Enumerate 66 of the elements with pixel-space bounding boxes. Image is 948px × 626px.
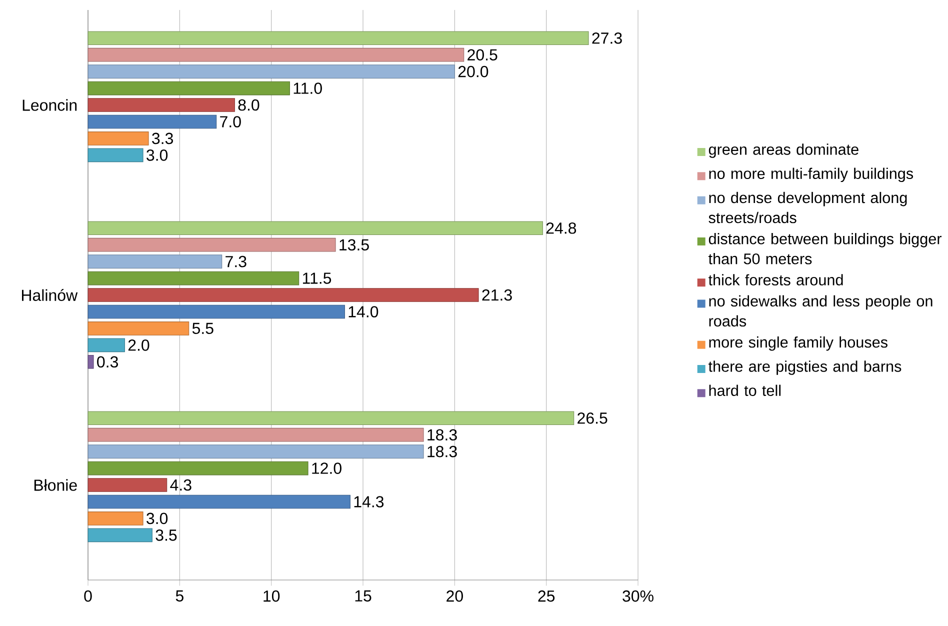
bar xyxy=(88,478,168,492)
legend-label: hard to tell xyxy=(709,384,781,396)
data-label: 8.0 xyxy=(238,99,260,111)
legend-label: there are pigsties and barns xyxy=(708,360,902,375)
bar xyxy=(88,98,235,112)
data-label: 11.5 xyxy=(302,272,332,284)
bar xyxy=(88,322,190,336)
data-label: 27.3 xyxy=(592,32,622,44)
bar xyxy=(88,64,455,78)
data-label: 14.0 xyxy=(348,306,378,318)
legend-label: green areas dominate xyxy=(708,144,858,158)
data-label: 11.0 xyxy=(294,82,322,94)
legend-label: no more multi-family buildings xyxy=(709,168,914,182)
data-label: 26.5 xyxy=(578,412,608,424)
bar xyxy=(88,411,574,426)
bar xyxy=(88,288,479,302)
data-label: 14.3 xyxy=(354,496,384,508)
x-tick-label: 30% xyxy=(622,590,654,602)
bar xyxy=(88,81,290,96)
data-label: 0.3 xyxy=(97,356,118,368)
data-label: 3.5 xyxy=(156,530,177,541)
data-label: 18.3 xyxy=(428,446,457,458)
bar xyxy=(88,132,149,146)
bar xyxy=(88,428,424,442)
x-tick-label: 20 xyxy=(446,590,463,602)
x-tick-label: 5 xyxy=(176,590,184,602)
data-label: 20.0 xyxy=(458,66,488,78)
bar xyxy=(88,254,222,268)
legend-label: thick forests around xyxy=(708,274,843,286)
data-label: 20.5 xyxy=(468,49,498,61)
bar xyxy=(88,48,464,62)
data-label: 24.8 xyxy=(546,222,576,234)
y-tick-label: Błonie xyxy=(34,479,77,491)
data-label: 3.3 xyxy=(152,132,173,144)
data-label: 5.5 xyxy=(192,322,214,334)
bar xyxy=(88,221,543,236)
data-label: 2.0 xyxy=(128,340,150,351)
bar xyxy=(88,238,336,252)
bar xyxy=(88,114,217,129)
bar xyxy=(88,304,345,319)
x-tick-label: 15 xyxy=(355,590,372,602)
data-label: 4.3 xyxy=(170,479,192,491)
data-label: 12.0 xyxy=(312,462,342,474)
data-label: 7.0 xyxy=(220,116,241,128)
bar xyxy=(88,338,125,352)
bar xyxy=(88,31,589,46)
bar xyxy=(88,528,152,542)
bar xyxy=(88,354,94,369)
x-tick-label: 0 xyxy=(84,590,92,602)
data-label: 18.3 xyxy=(428,429,457,440)
data-label: 13.5 xyxy=(340,239,369,251)
bar xyxy=(88,148,144,162)
bar xyxy=(88,494,350,509)
x-tick-label: 10 xyxy=(264,590,280,602)
data-label: 3.0 xyxy=(146,512,168,524)
bar xyxy=(88,444,424,458)
legend-label: more single family houses xyxy=(709,336,888,351)
bar xyxy=(88,512,144,526)
data-label: 7.3 xyxy=(226,256,246,268)
y-tick-label: Leoncin xyxy=(22,99,77,111)
data-label: 3.0 xyxy=(146,150,168,161)
data-label: 21.3 xyxy=(482,289,512,301)
bar xyxy=(88,461,308,476)
y-tick-label: Halinów xyxy=(22,289,78,301)
bar xyxy=(88,271,300,286)
x-tick-label: 25 xyxy=(538,590,555,602)
